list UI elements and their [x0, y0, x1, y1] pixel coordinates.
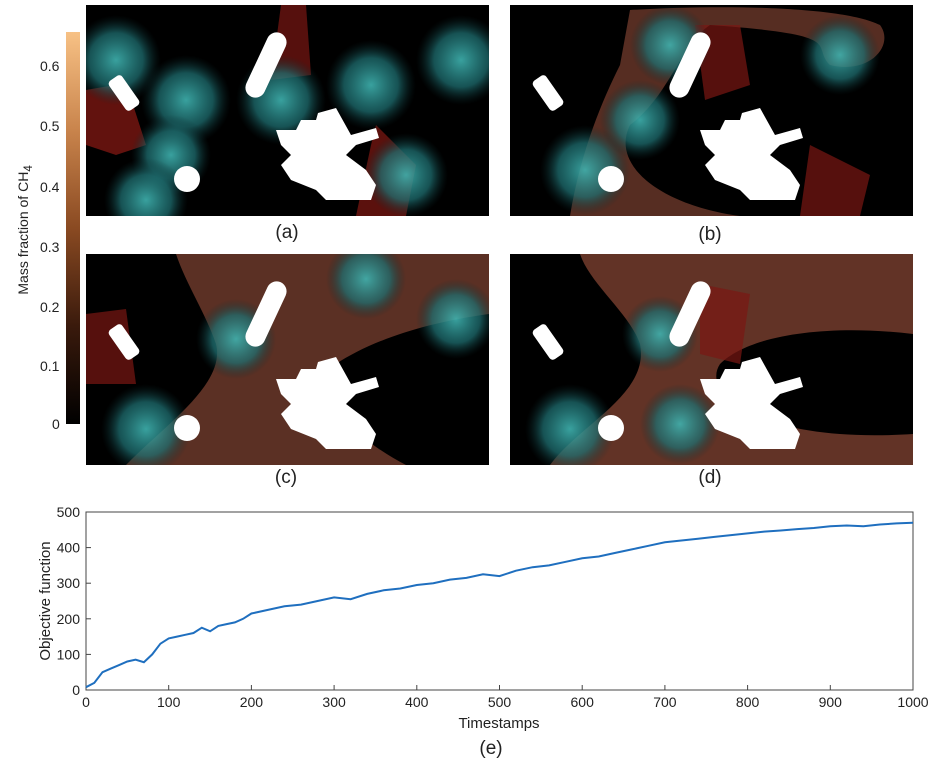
- x-tick-label: 900: [819, 694, 843, 710]
- axis-ticks: 0 100 200 300 400 500 600 700 800 900 1000 0 100 200 3…: [57, 504, 929, 710]
- sensor-coverage: [326, 254, 406, 319]
- methane-plume: [700, 284, 750, 364]
- panel-label-d: (d): [698, 467, 722, 488]
- heatmap-b-svg: [510, 5, 913, 216]
- heatmap-c-svg: [86, 254, 489, 465]
- x-tick-label: 700: [653, 694, 677, 710]
- colorbar-tick: 0.5: [40, 118, 60, 134]
- sensor-coverage: [364, 133, 448, 216]
- panel-label-c: (c): [274, 467, 298, 488]
- sensor-coverage: [600, 80, 680, 160]
- x-tick-label: 400: [405, 694, 429, 710]
- colorbar-tick: 0: [52, 416, 60, 432]
- panel-label-a: (a): [275, 222, 299, 243]
- x-tick-label: 500: [488, 694, 512, 710]
- y-tick-label: 0: [72, 682, 80, 698]
- x-tick-label: 800: [736, 694, 760, 710]
- colorbar-tick: 0.6: [40, 58, 60, 74]
- y-tick-label: 200: [57, 611, 81, 627]
- sensor-coverage: [416, 15, 489, 105]
- colorbar-title: Mass fraction of CH4: [15, 165, 35, 295]
- sensor-coverage: [104, 158, 188, 216]
- x-tick-label: 200: [240, 694, 264, 710]
- y-tick-label: 500: [57, 504, 81, 520]
- x-tick-label: 1000: [897, 694, 928, 710]
- y-tick-label: 300: [57, 575, 81, 591]
- line-chart: 0 100 200 300 400 500 600 700 800 900 1000 0 100 200 3…: [37, 504, 929, 759]
- series-line: [85, 521, 914, 689]
- x-tick-label: 300: [322, 694, 346, 710]
- obstacles: [532, 281, 803, 449]
- x-axis-label: Timestamps: [458, 715, 539, 732]
- obstacles: [108, 32, 379, 200]
- sensor-coverage: [326, 40, 416, 130]
- sensor-coverage: [86, 15, 161, 105]
- colorbar-tick: 0.2: [40, 299, 60, 315]
- y-tick-label: 400: [57, 540, 81, 556]
- panel-label-b: (b): [698, 224, 722, 245]
- heatmap-panel-a: [86, 5, 489, 216]
- methane-plume: [800, 145, 870, 216]
- sensor-coverage: [640, 384, 720, 464]
- x-tick-label: 600: [571, 694, 595, 710]
- x-tick-label: 0: [82, 694, 90, 710]
- colorbar-gradient: [66, 32, 80, 424]
- obstacles: [108, 281, 379, 449]
- heatmap-d-svg: [510, 254, 913, 465]
- heatmap-panel-d: [510, 254, 913, 465]
- sensor-coverage: [525, 384, 615, 465]
- sensor-coverage: [540, 125, 630, 215]
- y-tick-label: 100: [57, 646, 81, 662]
- x-tick-label: 100: [157, 694, 181, 710]
- y-axis-label: Objective function: [37, 541, 54, 660]
- colorbar-tick: 0.1: [40, 358, 60, 374]
- colorbar-tick: 0.3: [40, 239, 60, 255]
- sensor-coverage: [800, 15, 880, 95]
- sensor-coverage: [416, 279, 489, 359]
- colorbar-tick: 0.4: [40, 179, 60, 195]
- heatmap-a-svg: [86, 5, 489, 216]
- chart-caption: (e): [479, 738, 502, 759]
- sensor-coverage: [101, 384, 191, 465]
- heatmap-panel-b: [510, 5, 913, 216]
- plot-area: [85, 511, 914, 691]
- heatmap-panel-c: [86, 254, 489, 465]
- objective-function-line: [85, 521, 914, 689]
- obstacles: [532, 32, 803, 200]
